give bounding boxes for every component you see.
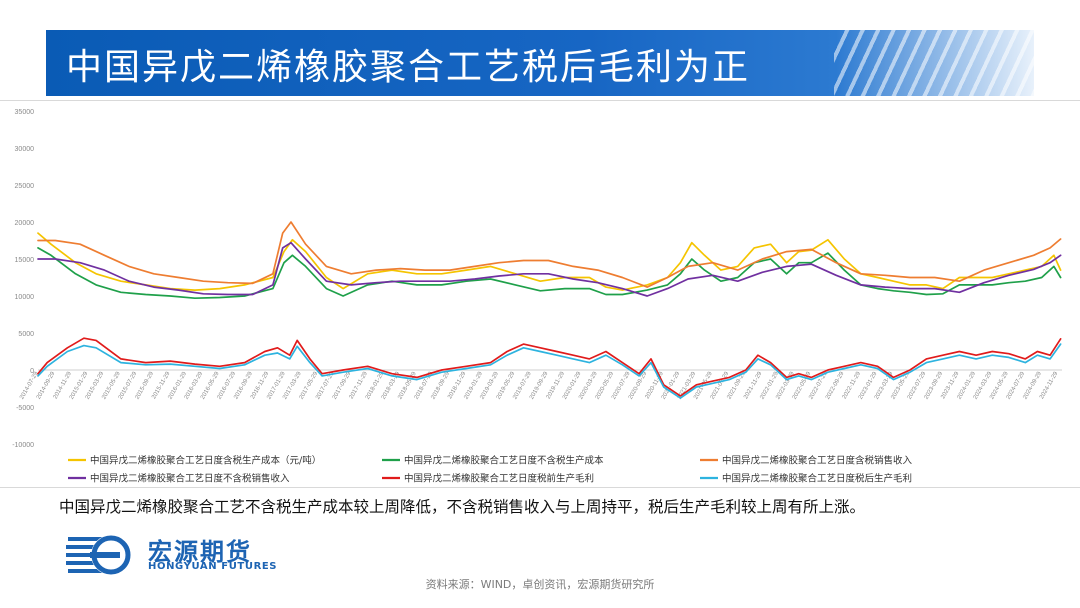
y-tick-label: 30000 <box>15 146 35 153</box>
source-note: 资料来源：WIND，卓创资讯，宏源期货研究所 <box>425 578 655 591</box>
title-banner: 中国异戊二烯橡胶聚合工艺税后毛利为正 <box>46 30 1034 96</box>
legend-label: 中国异戊二烯橡胶聚合工艺日度不含税销售收入 <box>90 473 290 485</box>
y-tick-label: 35000 <box>15 109 35 116</box>
banner-stripes <box>834 30 1034 96</box>
legend-label: 中国异戊二烯橡胶聚合工艺日度税后生产毛利 <box>722 473 912 485</box>
logo-subtitle: HONGYUAN FUTURES <box>148 561 278 572</box>
legend-label: 中国异戊二烯橡胶聚合工艺日度不含税生产成本 <box>404 455 604 467</box>
logo-mark-icon <box>66 535 131 575</box>
y-tick-label: 20000 <box>15 220 35 227</box>
page-title: 中国异戊二烯橡胶聚合工艺税后毛利为正 <box>66 47 751 88</box>
chart-area: -10000 -5000 0 5000 10000 15000 20000 25000 3000… <box>0 100 1080 488</box>
line-chart: -10000 -5000 0 5000 10000 15000 20000 25000 3000… <box>12 109 1062 485</box>
series-line-3 <box>37 221 1062 288</box>
y-tick-label: -10000 <box>12 442 34 449</box>
y-tick-label: 5000 <box>18 331 34 338</box>
legend-label: 中国异戊二烯橡胶聚合工艺日度税前生产毛利 <box>404 473 594 485</box>
y-tick-label: 15000 <box>15 257 35 264</box>
y-tick-label: 25000 <box>15 183 35 190</box>
series-line-5 <box>37 337 1062 397</box>
series-line-6 <box>37 343 1062 399</box>
summary-text: 中国异戊二烯橡胶聚合工艺不含税生产成本较上周降低，不含税销售收入与上周持平，税后… <box>59 498 866 516</box>
legend-label: 中国异戊二烯橡胶聚合工艺日度含税生产成本（元/吨） <box>90 455 321 467</box>
series-line-1 <box>37 232 1062 291</box>
series-line-4 <box>37 241 1062 297</box>
company-logo: 宏源期货 HONGYUAN FUTURES <box>64 530 314 578</box>
y-tick-label: 10000 <box>15 294 35 301</box>
y-tick-label: 0 <box>30 368 34 375</box>
logo-name: 宏源期货 <box>148 538 252 566</box>
y-tick-label: -5000 <box>16 405 34 412</box>
legend-label: 中国异戊二烯橡胶聚合工艺日度含税销售收入 <box>722 455 913 467</box>
